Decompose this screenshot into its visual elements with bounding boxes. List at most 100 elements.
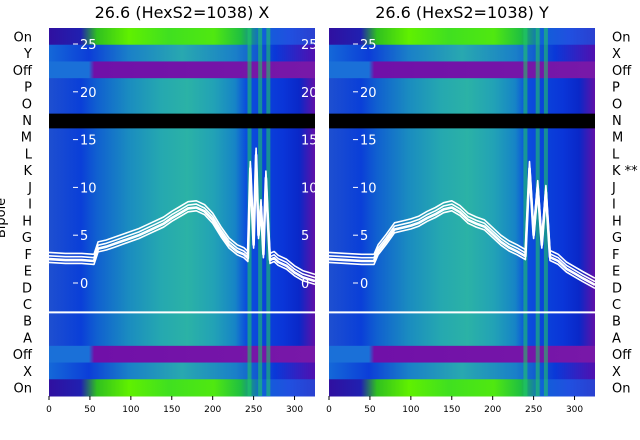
- row-label: O: [22, 97, 32, 112]
- heatmap-row: [49, 312, 315, 330]
- inner-ytick-label: 0: [80, 277, 88, 292]
- heatmap-row: [329, 245, 595, 263]
- row-label: L: [612, 147, 620, 162]
- heatmap-row: [49, 345, 315, 364]
- heatmap-row: [329, 94, 595, 113]
- inner-ytick-label: 10: [360, 181, 377, 196]
- heatmap-row: [329, 28, 595, 46]
- xtick-label: 0: [46, 405, 52, 415]
- row-label: A: [612, 331, 621, 346]
- inner-ytick-label-right: 15: [301, 134, 318, 149]
- heatmap-row: [329, 78, 595, 96]
- xtick-label: 50: [84, 405, 96, 415]
- inner-ytick-label: 15: [80, 134, 97, 149]
- row-label: K **: [612, 164, 638, 179]
- row-label: L: [25, 147, 33, 162]
- panel-title: 26.6 (HexS2=1038) Y: [375, 3, 549, 22]
- heatmap-row: [329, 61, 595, 79]
- inner-ytick-label: 20: [360, 86, 377, 101]
- data-line: [328, 170, 596, 290]
- row-label: N: [22, 114, 32, 129]
- xtick-label: 150: [443, 405, 460, 415]
- heatmap-row: [49, 161, 315, 180]
- heatmap-row: [329, 128, 595, 146]
- inner-ytick-label: 25: [80, 38, 97, 53]
- heatmap-row: [49, 228, 315, 246]
- inner-ytick-label-right: 0: [301, 277, 309, 292]
- inner-ytick-label: 20: [80, 86, 97, 101]
- heatmap-row: [49, 329, 315, 347]
- row-label: E: [612, 265, 620, 280]
- row-label: F: [25, 248, 32, 263]
- inner-ytick-label: 15: [360, 134, 377, 149]
- xtick-label: 300: [566, 405, 583, 415]
- heatmap-row: [49, 195, 315, 213]
- heatmap-row: [49, 379, 315, 397]
- row-label: On: [612, 30, 630, 45]
- row-label: E: [24, 265, 32, 280]
- row-label: G: [22, 231, 32, 246]
- heatmap-row: [329, 312, 595, 330]
- data-line: [328, 164, 596, 283]
- inner-ytick-label-right: 25: [301, 38, 318, 53]
- row-label: I: [612, 198, 616, 213]
- bright-column: [535, 28, 540, 396]
- xtick-label: 50: [364, 405, 376, 415]
- row-label: F: [612, 248, 619, 263]
- inner-ytick-label: 10: [80, 181, 97, 196]
- heatmap-row: [49, 61, 315, 79]
- inner-ytick-label: 25: [360, 38, 377, 53]
- heatmap-row: [49, 362, 315, 380]
- xtick-label: 250: [525, 405, 542, 415]
- heatmap-row: [329, 295, 595, 313]
- heatmap-row: [329, 161, 595, 180]
- row-label: X: [23, 365, 32, 380]
- heatmap-row: [329, 345, 595, 364]
- row-label: H: [612, 214, 622, 229]
- xtick-label: 250: [245, 405, 262, 415]
- row-label: M: [612, 131, 623, 146]
- row-label: I: [28, 198, 32, 213]
- xtick-label: 200: [204, 405, 221, 415]
- row-label: C: [612, 298, 621, 313]
- heatmap-row: [329, 44, 595, 62]
- inner-ytick-label: 5: [360, 229, 368, 244]
- row-label: J: [611, 181, 616, 196]
- row-label: O: [612, 97, 622, 112]
- row-label: X: [612, 365, 621, 380]
- row-label: Off: [612, 64, 632, 79]
- heatmap-row: [49, 295, 315, 313]
- y-axis-label: Bipole: [0, 198, 9, 238]
- inner-ytick-label-right: 5: [301, 229, 309, 244]
- row-label: P: [24, 81, 32, 96]
- masked-row: [49, 113, 315, 129]
- xtick-label: 100: [122, 405, 139, 415]
- xtick-label: 200: [484, 405, 501, 415]
- heatmap-row: [329, 262, 595, 280]
- row-label: Off: [13, 348, 33, 363]
- row-label: A: [23, 331, 32, 346]
- row-label: Y: [23, 47, 32, 62]
- data-line: [48, 147, 316, 276]
- inner-ytick-label: 5: [80, 229, 88, 244]
- bright-column: [523, 28, 528, 396]
- row-label: X: [612, 47, 621, 62]
- row-label: H: [22, 214, 32, 229]
- row-label: Off: [612, 348, 632, 363]
- heatmap-row: [329, 379, 595, 397]
- row-label: On: [14, 382, 32, 397]
- row-label: K: [23, 164, 32, 179]
- row-label: Off: [13, 64, 33, 79]
- row-label: D: [612, 281, 622, 296]
- data-line: [328, 160, 596, 279]
- heatmap-row: [49, 278, 315, 297]
- inner-ytick-label: 0: [360, 277, 368, 292]
- heatmap-row: [329, 278, 595, 297]
- row-label: B: [612, 315, 621, 330]
- row-label: P: [612, 81, 620, 96]
- inner-ytick-label-right: 20: [301, 86, 318, 101]
- xtick-label: 150: [163, 405, 180, 415]
- data-line: [328, 167, 596, 287]
